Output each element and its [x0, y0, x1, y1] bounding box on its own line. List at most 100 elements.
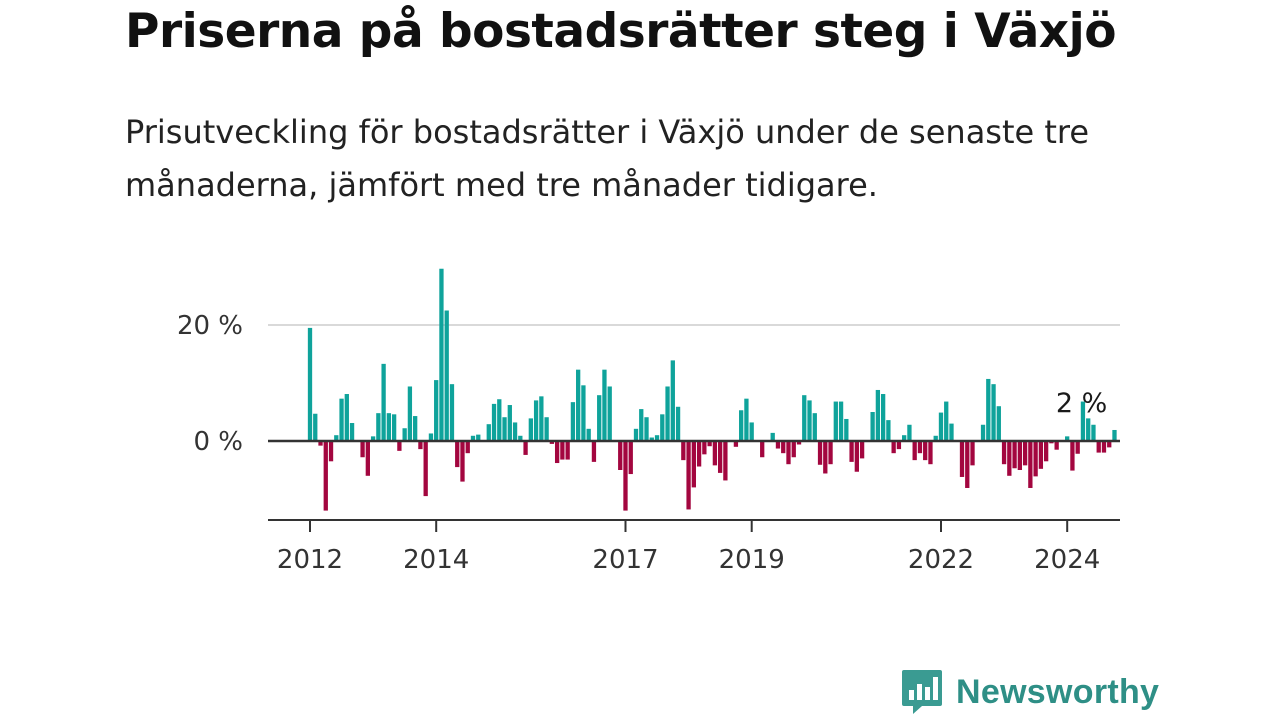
bar-positive	[870, 412, 875, 441]
bar-positive	[486, 424, 491, 441]
x-tick-label: 2012	[277, 545, 343, 575]
bar-positive	[844, 418, 849, 441]
bar-positive	[307, 327, 313, 441]
bar-negative	[418, 441, 423, 450]
bar-positive	[639, 409, 644, 441]
bar-positive	[586, 428, 591, 441]
bar-negative	[523, 441, 528, 455]
x-tick-label: 2019	[719, 545, 785, 575]
bar-positive	[470, 435, 476, 441]
bar-negative	[628, 441, 633, 475]
bar-negative	[318, 441, 323, 446]
bar-negative	[965, 441, 970, 488]
bar-positive	[407, 386, 413, 441]
bar-positive	[502, 417, 507, 441]
bar-positive	[739, 410, 744, 441]
chart-subtitle: Prisutveckling för bostadsrätter i Växjö…	[125, 113, 1090, 204]
bar-positive	[491, 403, 497, 441]
bar-negative	[1107, 441, 1112, 448]
bar-negative	[1054, 441, 1059, 450]
bar-negative	[717, 441, 723, 473]
bar-positive	[660, 414, 665, 441]
bar-positive	[497, 399, 502, 441]
bar-positive	[386, 413, 392, 441]
bar-negative	[891, 441, 896, 454]
bar-positive	[1065, 436, 1070, 441]
bar-negative	[1096, 441, 1101, 453]
bar-positive	[544, 417, 549, 441]
bar-positive	[1086, 418, 1091, 441]
bar-negative	[323, 441, 328, 511]
bar-positive	[749, 422, 754, 441]
bar-positive	[570, 402, 576, 441]
bar-positive	[581, 385, 586, 441]
bar-positive	[512, 422, 518, 441]
bars	[307, 268, 1117, 511]
bar-negative	[786, 441, 791, 465]
bar-positive	[880, 394, 886, 441]
bar-negative	[723, 441, 728, 481]
bar-negative	[1012, 441, 1017, 469]
bar-positive	[744, 398, 749, 441]
bar-positive	[986, 378, 991, 441]
bar-negative	[791, 441, 796, 458]
bar-negative	[618, 441, 623, 470]
bar-negative	[554, 441, 560, 464]
bar-positive	[449, 384, 455, 441]
bar-positive	[675, 406, 681, 441]
bar-negative	[455, 441, 460, 468]
bar-positive	[886, 420, 891, 441]
bar-positive	[402, 428, 407, 441]
x-tick-label: 2017	[592, 545, 658, 575]
tick-labels: 0 % 20 % 2012 2014 2017 2019 2022 2024 2 %	[177, 311, 1107, 575]
bar-positive	[833, 401, 838, 441]
bar-negative	[1070, 441, 1075, 471]
chart-title: Priserna på bostadsrätter steg i Växjö	[125, 4, 1117, 59]
bar-negative	[959, 441, 965, 477]
bar-negative	[1028, 441, 1033, 488]
bar-negative	[928, 441, 933, 465]
bar-negative	[565, 441, 570, 460]
bar-positive	[802, 395, 807, 441]
bar-positive	[1091, 424, 1096, 441]
bar-negative	[1001, 441, 1007, 465]
bar-negative	[691, 441, 696, 488]
bar-negative	[328, 441, 334, 462]
bar-negative	[465, 441, 470, 454]
bar-negative	[360, 441, 365, 458]
bar-positive	[933, 435, 938, 441]
bar-negative	[1017, 441, 1022, 470]
bar-negative	[423, 441, 428, 497]
bar-positive	[376, 413, 381, 441]
bar-negative	[923, 441, 928, 461]
bar-negative	[707, 441, 712, 447]
bar-negative	[591, 441, 597, 462]
bar-positive	[938, 412, 944, 441]
bar-positive	[996, 406, 1001, 441]
bar-positive	[607, 386, 612, 441]
bar-positive	[533, 400, 539, 441]
bar-positive	[1112, 429, 1117, 441]
bar-negative	[1038, 441, 1044, 469]
bar-negative	[775, 441, 781, 449]
bar-positive	[528, 418, 533, 441]
bar-positive	[902, 435, 907, 441]
bar-positive	[838, 401, 844, 441]
bar-positive	[344, 394, 349, 441]
bar-negative	[854, 441, 859, 472]
bar-positive	[633, 428, 639, 441]
bar-negative	[733, 441, 739, 447]
bar-negative	[696, 441, 702, 467]
bar-negative	[712, 441, 718, 466]
bar-negative	[896, 441, 902, 450]
bar-positive	[980, 424, 986, 441]
bar-negative	[1033, 441, 1038, 477]
bar-negative	[817, 441, 823, 465]
bar-negative	[560, 441, 565, 460]
y-tick-label: 20 %	[177, 311, 243, 341]
bar-positive	[439, 268, 444, 441]
bar-positive	[539, 396, 544, 441]
bar-positive	[370, 436, 376, 441]
bar-positive	[444, 310, 449, 441]
